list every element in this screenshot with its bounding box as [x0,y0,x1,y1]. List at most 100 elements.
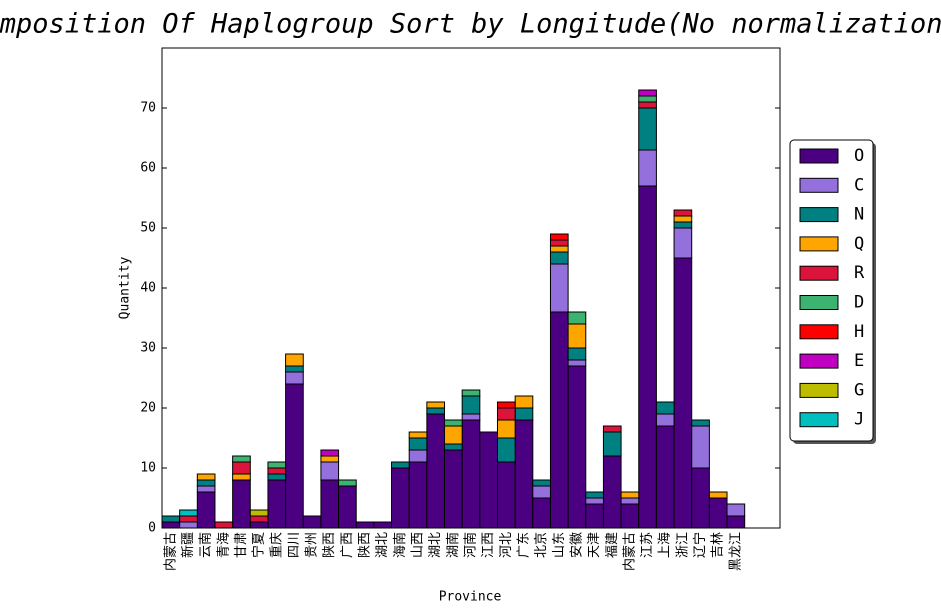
y-tick-label: 10 [140,461,156,476]
bar-segment [602,425,622,433]
bar-segment [673,221,693,229]
bar-segment [338,485,357,529]
chart-title: Composition Of Haplogroup Sort by Longit… [0,9,941,40]
bar-segment [585,491,604,499]
bar-segment [655,401,675,415]
bar-segment [673,227,693,259]
bar-segment [549,233,569,241]
x-tick-label: 青海 [216,532,231,558]
bar-segment [320,479,340,529]
bar-segment [408,431,428,439]
legend-swatch [799,353,839,369]
y-tick-label: 20 [140,401,156,416]
bar-segment [514,407,534,421]
bar-segment [620,497,640,505]
bar-segment [514,419,534,529]
bar-segment [408,461,428,529]
bar-segment [549,245,569,253]
bar-segment [602,431,622,457]
legend-swatch [799,382,839,398]
x-tick-label: 新疆 [180,532,196,558]
legend-label: H [854,322,864,342]
bar-segment [161,521,181,529]
x-tick-label: 四川 [287,532,302,558]
bar-segment [638,95,657,103]
x-tick-label: 黑龙江 [728,532,743,571]
x-tick-label: 安徽 [569,532,584,558]
bar-segment [249,521,269,529]
bar-segment [655,413,675,427]
legend-swatch [799,412,839,428]
bar-segment [691,425,710,469]
bar-segment [549,311,569,529]
bar-segment [532,479,551,487]
bar-segment [320,461,340,481]
legend-label: N [854,205,864,225]
bar-segment [691,419,710,427]
bar-segment [179,509,198,517]
x-tick-label: 福建 [605,532,620,558]
bar-segment [496,437,516,463]
bar-segment [391,467,410,529]
legend-label: Q [854,234,864,254]
bar-segment [708,491,728,499]
bar-segment [391,461,410,469]
x-tick-label: 河南 [463,532,479,558]
y-tick-label: 70 [140,101,156,116]
x-axis-label: Province [439,590,502,605]
bar-segment [567,365,587,529]
bar-segment [179,521,198,529]
bar-segment [620,491,640,499]
bar-segment [232,479,251,529]
y-axis-label: Quantity [118,257,133,320]
bar-segment [496,401,516,409]
bar-segment [267,473,287,481]
legend-label: O [854,146,864,166]
bar-segment [549,239,569,247]
bar-segment [444,425,463,445]
bar-segment [673,215,693,223]
legend-label: R [854,263,865,283]
legend-label: J [854,410,864,430]
bar-segment [461,413,481,421]
bar-segment [444,449,463,529]
bar-segment [161,515,181,523]
x-tick-label: 贵州 [305,532,320,558]
x-tick-label: 陕西 [358,532,373,558]
bar-segment [285,383,304,529]
legend-swatch [799,207,839,223]
x-tick-label: 内蒙古 [621,532,637,571]
bar-segment [585,497,604,505]
bar-segment [426,407,446,415]
bar-segment [267,479,287,529]
bar-segment [496,419,516,439]
bar-segment [532,485,551,499]
x-tick-label: 浙江 [675,532,690,558]
bar-segment [708,497,728,529]
bar-segment [338,479,357,487]
bar-segment [426,401,446,409]
x-tick-label: 辽宁 [692,532,708,558]
bar-segment [373,521,393,529]
bar-segment [179,515,198,523]
x-tick-label: 湖北 [428,532,443,558]
bar-segment [655,425,675,529]
bar-segment [461,395,481,415]
bar-segment [691,467,710,529]
bar-segment [532,497,551,529]
x-tick-label: 广东 [516,532,531,558]
bar-segment [620,503,640,529]
x-tick-label: 湖北 [375,532,390,558]
x-tick-label: 甘肃 [234,532,249,558]
y-tick-label: 30 [140,341,156,356]
bar-segment [638,101,657,109]
legend-label: E [854,351,864,371]
legend-label: D [854,293,864,313]
bar-segment [549,263,569,313]
bar-segment [638,89,657,97]
legend-swatch [799,177,839,193]
bar-segment [320,449,340,457]
x-tick-label: 重庆 [268,532,284,558]
legend-swatch [799,265,839,281]
